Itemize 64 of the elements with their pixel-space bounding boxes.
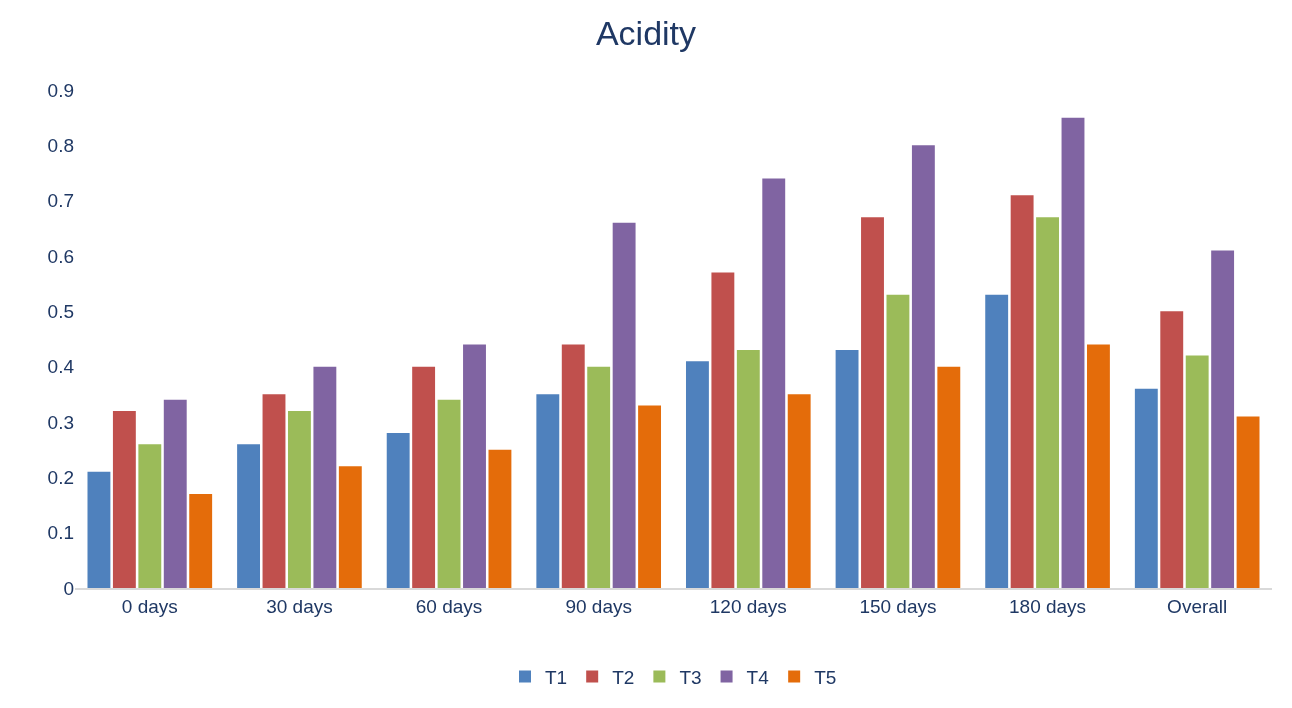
x-tick-label: 0 days — [121, 595, 178, 617]
bar — [1036, 217, 1060, 588]
y-tick-label: 0.1 — [47, 522, 74, 544]
x-tick-label: 30 days — [266, 595, 333, 617]
y-tick-label: 0.6 — [47, 245, 74, 267]
bar — [561, 344, 585, 588]
y-tick-label: 0.9 — [47, 79, 74, 101]
legend-label: T3 — [679, 666, 702, 688]
chart-title: Acidity — [595, 14, 697, 53]
y-tick-label: 0.8 — [47, 134, 74, 156]
x-tick-label: 150 days — [859, 595, 937, 617]
bar — [313, 366, 337, 588]
bar — [87, 471, 111, 588]
bar — [386, 433, 410, 588]
bar — [1010, 195, 1034, 588]
bar — [463, 344, 486, 588]
bar — [189, 493, 213, 588]
bar — [638, 405, 662, 588]
bar — [1236, 416, 1260, 588]
bar — [1211, 250, 1235, 588]
bar — [536, 394, 560, 588]
legend-label: T2 — [612, 666, 635, 688]
bar — [937, 366, 961, 588]
bar — [1061, 117, 1085, 588]
bar — [1134, 388, 1158, 588]
bar — [412, 366, 436, 588]
bar — [985, 294, 1009, 588]
bar — [886, 294, 910, 588]
bar — [287, 410, 311, 588]
bar — [138, 444, 162, 588]
bar — [262, 394, 286, 588]
y-tick-label: 0 — [63, 577, 74, 599]
bar — [787, 394, 811, 588]
bar — [1185, 355, 1209, 588]
x-tick-label: 60 days — [415, 595, 483, 617]
y-tick-label: 0.4 — [47, 356, 75, 378]
x-tick-label: 120 days — [709, 595, 787, 617]
bar — [612, 222, 636, 588]
bar — [1160, 311, 1184, 588]
legend-label: T4 — [746, 666, 770, 688]
bar — [911, 145, 935, 588]
bar — [338, 466, 362, 588]
bar — [112, 410, 136, 588]
bar — [685, 361, 709, 588]
bar — [587, 366, 611, 588]
y-tick-label: 0.7 — [47, 190, 74, 212]
x-tick-label: 90 days — [565, 595, 632, 617]
y-tick-label: 0.3 — [47, 411, 74, 433]
bar — [835, 350, 859, 588]
y-tick-label: 0.5 — [47, 300, 74, 322]
bar — [861, 217, 884, 588]
bar — [437, 399, 461, 588]
bar — [711, 272, 735, 588]
x-tick-label: Overall — [1167, 595, 1228, 617]
bar — [237, 444, 261, 588]
bar — [1086, 344, 1110, 588]
x-tick-label: 180 days — [1009, 595, 1087, 617]
bar — [762, 178, 786, 588]
legend-label: T5 — [814, 666, 837, 688]
bar — [488, 449, 512, 588]
bar — [163, 399, 187, 588]
legend-label: T1 — [545, 666, 568, 688]
bar — [736, 350, 760, 588]
y-tick-label: 0.2 — [47, 466, 74, 488]
